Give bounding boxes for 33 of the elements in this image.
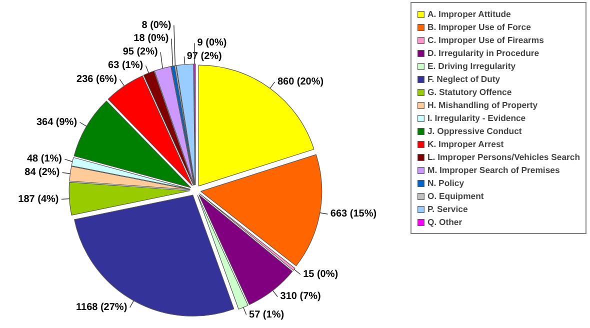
data-label: 95 (2%) <box>122 46 158 58</box>
legend-label: A. Improper Attitude <box>427 8 511 20</box>
data-label: 236 (6%) <box>76 74 118 85</box>
data-label: 15 (0%) <box>303 268 338 280</box>
data-label: 48 (1%) <box>26 154 62 165</box>
legend-label: P. Service <box>427 203 468 215</box>
data-label: 310 (7%) <box>280 291 321 302</box>
legend-label: N. Policy <box>427 177 464 189</box>
data-label: 860 (20%) <box>277 76 324 88</box>
data-label: 63 (1%) <box>108 60 144 72</box>
data-label: 364 (9%) <box>36 116 78 128</box>
data-label: 187 (4%) <box>18 194 59 205</box>
legend-label: C. Improper Use of Firearms <box>427 34 544 46</box>
legend-label: B. Improper Use of Force <box>427 21 531 33</box>
data-label: 9 (0%) <box>197 38 227 49</box>
legend-label: M. Improper Search of Premises <box>427 164 560 176</box>
legend-label: K. Improper Arrest <box>427 138 504 150</box>
legend-label: I. Irregularity - Evidence <box>427 112 526 124</box>
legend-label: J. Oppressive Conduct <box>427 125 522 137</box>
legend-label: E. Driving Irregularity <box>427 60 516 72</box>
legend-label: G. Statutory Offence <box>427 86 512 98</box>
legend-label: F. Neglect of Duty <box>427 73 500 85</box>
data-label: 84 (2%) <box>24 167 60 178</box>
data-label: 1168 (27%) <box>76 302 128 314</box>
legend-label: L. Improper Persons/Vehicles Search <box>427 151 580 163</box>
data-label: 8 (0%) <box>142 20 172 31</box>
data-label: 18 (0%) <box>134 33 169 44</box>
legend-label: H. Mishandling of Property <box>427 99 538 111</box>
legend-label: Q. Other <box>427 216 462 228</box>
data-label: 57 (1%) <box>249 309 284 320</box>
legend-label: D. Irregularity in Procedure <box>427 47 540 59</box>
legend-label: O. Equipment <box>427 190 484 202</box>
data-label: 663 (15%) <box>330 208 377 220</box>
